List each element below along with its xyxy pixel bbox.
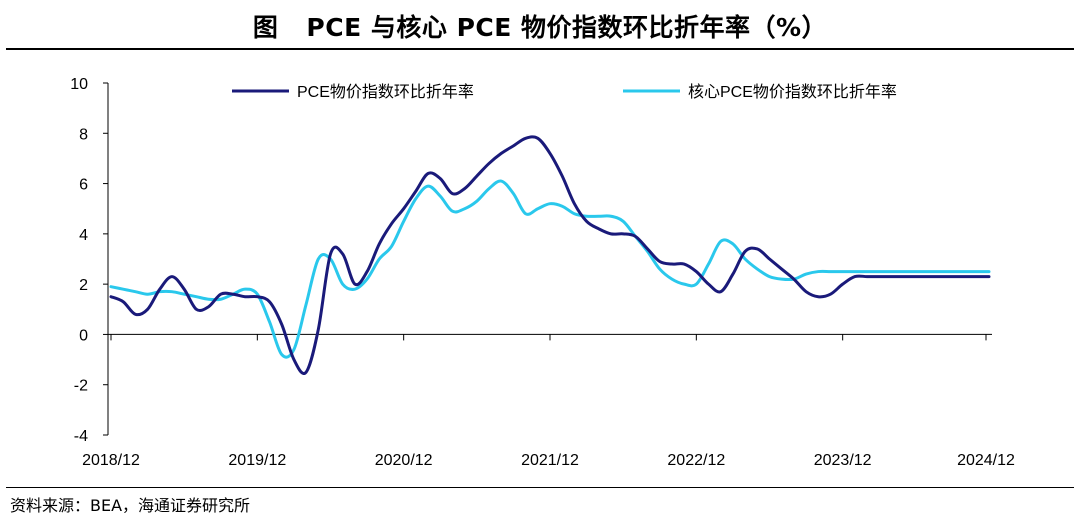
y-tick-label: 0 (79, 327, 88, 344)
x-tick-label: 2021/12 (521, 452, 579, 469)
chart-title-text: PCE 与核心 PCE 物价指数环比折年率（%） (306, 13, 828, 42)
x-tick-label: 2019/12 (228, 452, 286, 469)
line-chart: -4 -2 0 2 4 6 8 10 2018/12 2019/12 2020/12 2021/12 2… (70, 76, 1015, 469)
x-tick-label: 2020/12 (375, 452, 433, 469)
chart-series (109, 135, 991, 375)
figure-label: 图 (252, 13, 279, 42)
x-tick-label: 2018/12 (82, 452, 140, 469)
y-tick-label: 6 (79, 177, 88, 194)
source-note: 资料来源：BEA，海通证券研究所 (10, 496, 251, 515)
y-tick-label: 2 (79, 277, 88, 294)
source-rule (6, 487, 1074, 488)
x-tick-label: 2023/12 (814, 452, 872, 469)
y-tick-label: 8 (79, 126, 88, 143)
chart-axes: -4 -2 0 2 4 6 8 10 2018/12 2019/12 2020/12 2021/12 2… (70, 76, 1015, 469)
y-tick-label: -2 (74, 378, 88, 395)
chart-title: 图 PCE 与核心 PCE 物价指数环比折年率（%） (0, 8, 1080, 44)
y-tick-label: 4 (79, 227, 88, 244)
y-tick-label: -4 (74, 428, 88, 445)
x-tick-label: 2024/12 (957, 452, 1015, 469)
core-pce-series-line (109, 179, 991, 359)
y-tick-label: 10 (70, 76, 88, 93)
title-bar: 图 PCE 与核心 PCE 物价指数环比折年率（%） (0, 0, 1080, 50)
legend-label-core-pce: 核心PCE物价指数环比折年率 (688, 83, 897, 101)
chart-legend: PCE物价指数环比折年率 核心PCE物价指数环比折年率 (232, 83, 897, 101)
pce-series-line (109, 135, 991, 375)
x-tick-label: 2022/12 (667, 452, 725, 469)
title-rule (6, 48, 1074, 50)
legend-label-pce: PCE物价指数环比折年率 (297, 83, 474, 101)
